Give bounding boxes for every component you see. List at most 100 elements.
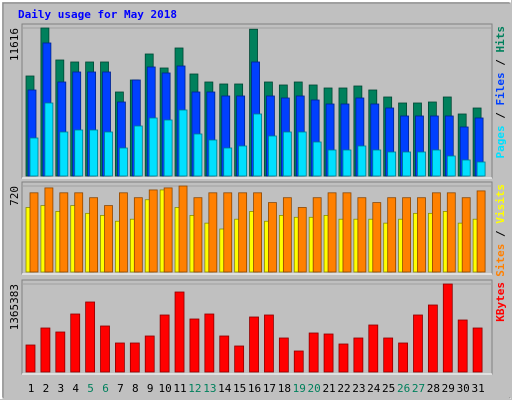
bar [461,159,471,177]
bar [427,304,438,373]
bar [476,161,486,177]
bar [59,192,69,273]
x-tick-label: 16 [248,382,261,395]
bar [387,197,397,273]
x-tick-label: 14 [218,382,232,395]
legend-entry: Sites [494,244,507,277]
bar [268,135,277,177]
x-tick-label: 25 [382,382,395,395]
bar [208,192,218,273]
bar [372,202,382,273]
bar [74,129,84,177]
x-tick-label: 31 [471,382,484,395]
x-tick-label: 15 [233,382,246,395]
bar [223,147,233,177]
bar [148,189,158,273]
bar [178,185,188,273]
bar [223,192,233,273]
bar [327,192,337,273]
legend-entry: Hits [494,26,507,53]
x-tick-label: 24 [367,382,381,395]
bar [178,109,188,177]
bar [297,131,307,177]
bar [472,327,483,373]
bar [238,192,248,273]
chart-title: Daily usage for May 2018 [18,8,177,21]
bar [342,149,352,177]
bar [249,316,259,373]
bar [163,187,173,273]
x-tick-label: 27 [412,382,425,395]
bar [402,151,411,177]
bar [70,313,81,373]
bar [383,337,394,373]
x-tick-label: 1 [28,382,35,395]
bar [417,197,426,273]
bar [368,324,379,373]
legend-separator: / [494,53,507,73]
bar [278,337,289,373]
legend-separator: / [494,224,507,244]
x-tick-label: 4 [72,382,79,395]
bar [446,155,456,177]
y-tick-label: 11616 [8,28,21,61]
bar [234,345,245,373]
x-tick-label: 6 [102,382,109,395]
bar [268,202,277,273]
bar [308,332,319,373]
x-tick-label: 10 [159,382,172,395]
x-tick-label: 17 [263,382,276,395]
bar [29,192,39,273]
legend-entry: Files [494,72,507,105]
bar [44,187,54,273]
bar [133,125,143,177]
bar [413,314,423,373]
bar [457,319,468,373]
x-tick-label: 23 [352,382,365,395]
bar [29,137,39,177]
bar [193,133,203,177]
bar [89,197,99,273]
bar [253,192,262,273]
bar [387,151,397,177]
x-tick-label: 11 [173,382,186,395]
bar [104,205,113,273]
bar [312,197,322,273]
bar [431,149,441,177]
x-tick-label: 22 [337,382,350,395]
bar [44,102,54,177]
bar [174,291,185,373]
bar [193,197,203,273]
bar [219,335,230,373]
x-tick-label: 18 [278,382,291,395]
bar [25,344,36,373]
bar [297,207,307,273]
bar [253,113,262,177]
bar [204,313,215,373]
bar [129,342,140,373]
bar [461,197,471,273]
bar [238,145,248,177]
bar [431,192,441,273]
x-tick-label: 7 [117,382,124,395]
bar [323,333,334,373]
bar [372,149,382,177]
y-tick-label: 720 [8,186,21,206]
x-tick-label: 30 [457,382,470,395]
x-tick-label: 3 [57,382,64,395]
bar [402,197,411,273]
bar [144,335,155,373]
x-tick-label: 8 [132,382,139,395]
bar [133,197,143,273]
legend-entry: KBytes [494,282,507,322]
bar [398,342,408,373]
bar [163,119,173,177]
x-tick-label: 29 [442,382,455,395]
x-tick-label: 5 [87,382,94,395]
x-tick-label: 26 [397,382,410,395]
bar [208,139,218,177]
y-tick-label: 1365383 [8,284,21,330]
bar [89,129,99,177]
bar [338,343,349,373]
